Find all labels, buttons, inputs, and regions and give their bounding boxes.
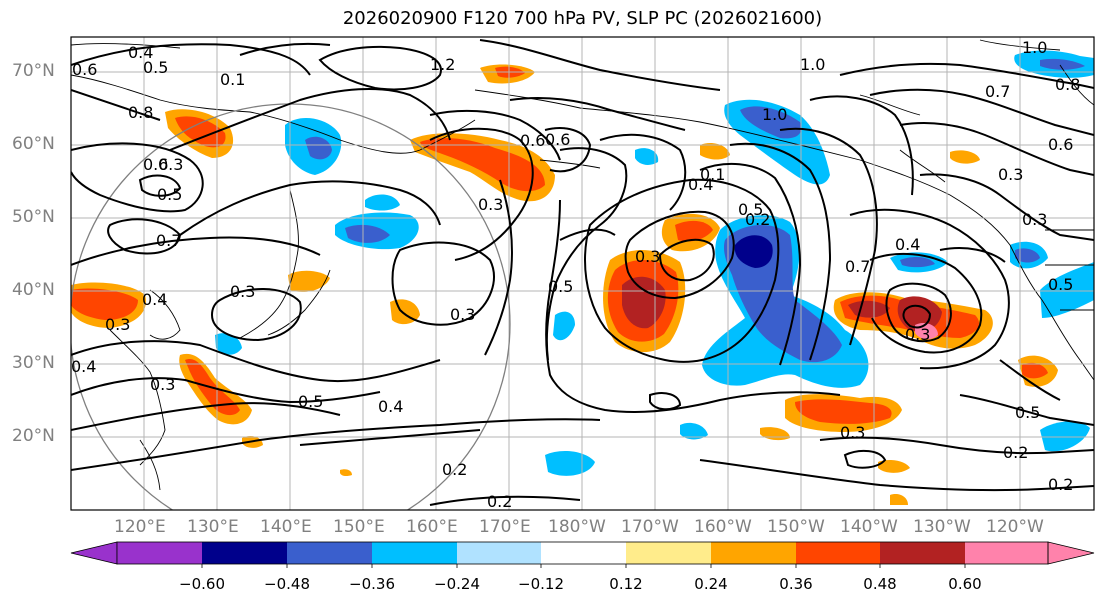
- colorbar-tick: 0.12: [609, 575, 643, 593]
- colorbar-tick: 0.60: [948, 575, 982, 593]
- colorbar-tick: −0.24: [434, 575, 480, 593]
- lon-label-150w: 150°W: [767, 517, 825, 537]
- lon-label-140e: 140°E: [260, 517, 312, 537]
- contour-label: 0.6: [1048, 135, 1073, 154]
- pv-anomaly-shading: [71, 50, 1094, 505]
- lat-label-50n: 50°N: [12, 207, 55, 227]
- contour-label: 0.5: [548, 277, 573, 296]
- lat-label-30n: 30°N: [12, 353, 55, 373]
- contour-label: 0.7: [156, 231, 181, 250]
- lat-label-40n: 40°N: [12, 280, 55, 300]
- colorbar-extend-low: [70, 541, 118, 565]
- contour-label: 0.2: [442, 460, 467, 479]
- contour-label: 0.3: [105, 315, 130, 334]
- contour-label: 0.5: [143, 58, 168, 77]
- map-frame: [70, 36, 1095, 511]
- contour-label: 1.0: [762, 105, 787, 124]
- contour-label: 0.4: [71, 357, 96, 376]
- contour-label: 1.0: [1022, 38, 1047, 57]
- colorbar-tick: 0.24: [694, 575, 728, 593]
- contour-label: 0.5: [1048, 275, 1073, 294]
- colorbar-tick: −0.12: [518, 575, 564, 593]
- contour-label: 0.3: [158, 155, 183, 174]
- colorbar-bin: [711, 542, 796, 564]
- coastlines: [71, 39, 1094, 491]
- lon-label-130e: 130°E: [187, 517, 239, 537]
- contour-label: 0.4: [128, 43, 153, 62]
- contour-label: 0.6: [72, 60, 97, 79]
- contour-label: 0.3: [150, 375, 175, 394]
- colorbar-bin: [457, 542, 541, 564]
- lon-label-170e: 170°E: [479, 517, 531, 537]
- lon-label-170w: 170°W: [621, 517, 679, 537]
- colorbar-bin: [626, 542, 711, 564]
- colorbar-extend-high: [1047, 541, 1095, 565]
- contour-label: 0.4: [378, 397, 403, 416]
- lon-label-140w: 140°W: [840, 517, 898, 537]
- contour-label: 0.5: [1015, 403, 1040, 422]
- colorbar-bin: [541, 542, 626, 564]
- contour-label: 0.6: [143, 155, 168, 174]
- lat-label-20n: 20°N: [12, 426, 55, 446]
- contour-label: 0.3: [478, 195, 503, 214]
- contour-label: 0.2: [745, 210, 770, 229]
- contour-label: 0.5: [298, 392, 323, 411]
- lon-label-180w: 180°W: [548, 517, 606, 537]
- contour-label: 0.3: [230, 282, 255, 301]
- colorbar-bin: [117, 542, 202, 564]
- contour-label-group: 0.4 0.5 0.6 0.8 0.6 0.5 0.7 0.3 0.3 0.3 …: [71, 38, 1080, 511]
- lat-label-60n: 60°N: [12, 134, 55, 154]
- contour-label: 0.1: [220, 70, 245, 89]
- contour-label: 0.3: [635, 247, 660, 266]
- contour-label: 0.3: [905, 325, 930, 344]
- contour-label: 0.2: [1003, 443, 1028, 462]
- contour-label: 1.2: [430, 55, 455, 74]
- slp-contours: [71, 39, 1094, 506]
- contour-label: 0.4: [142, 290, 167, 309]
- contour-label: 0.3: [998, 165, 1023, 184]
- contour-label: 0.6: [520, 131, 545, 150]
- contour-label: 0.6: [545, 130, 570, 149]
- contour-label: 0.5: [738, 200, 763, 219]
- contour-label: 0.1: [700, 165, 725, 184]
- colorbar-bin: [880, 542, 965, 564]
- colorbar-bin: [796, 542, 880, 564]
- contour-label: 0.5: [157, 185, 182, 204]
- lon-label-160w: 160°W: [694, 517, 752, 537]
- map-title: 2026020900 F120 700 hPa PV, SLP PC (2026…: [342, 8, 823, 29]
- colorbar: [70, 541, 1095, 568]
- colorbar-bin: [965, 542, 1048, 564]
- contour-label: 0.3: [840, 423, 865, 442]
- contour-label: 0.3: [450, 305, 475, 324]
- lon-label-160e: 160°E: [406, 517, 458, 537]
- lon-label-120e: 120°E: [114, 517, 166, 537]
- contour-label: 0.7: [985, 82, 1010, 101]
- lon-label-150e: 150°E: [333, 517, 385, 537]
- contour-label: 0.8: [1055, 75, 1080, 94]
- contour-label: 1.0: [800, 55, 825, 74]
- colorbar-tick: 0.36: [779, 575, 813, 593]
- lon-label-130w: 130°W: [913, 517, 971, 537]
- contour-label: 0.2: [487, 492, 512, 511]
- colorbar-bin: [372, 542, 457, 564]
- lon-label-120w: 120°W: [986, 517, 1044, 537]
- contour-label: 0.4: [688, 175, 713, 194]
- colorbar-tick: −0.60: [179, 575, 225, 593]
- colorbar-tick: −0.36: [349, 575, 395, 593]
- colorbar-bin: [287, 542, 372, 564]
- contour-label: 0.3: [1022, 210, 1047, 229]
- colorbar-bin: [202, 542, 287, 564]
- colorbar-tick: −0.48: [264, 575, 310, 593]
- contour-label: 0.2: [1048, 475, 1073, 494]
- contour-label: 0.4: [895, 235, 920, 254]
- colorbar-tick: 0.48: [863, 575, 897, 593]
- lat-label-70n: 70°N: [12, 61, 55, 81]
- contour-label: 0.7: [845, 257, 870, 276]
- contour-label: 0.8: [128, 103, 153, 122]
